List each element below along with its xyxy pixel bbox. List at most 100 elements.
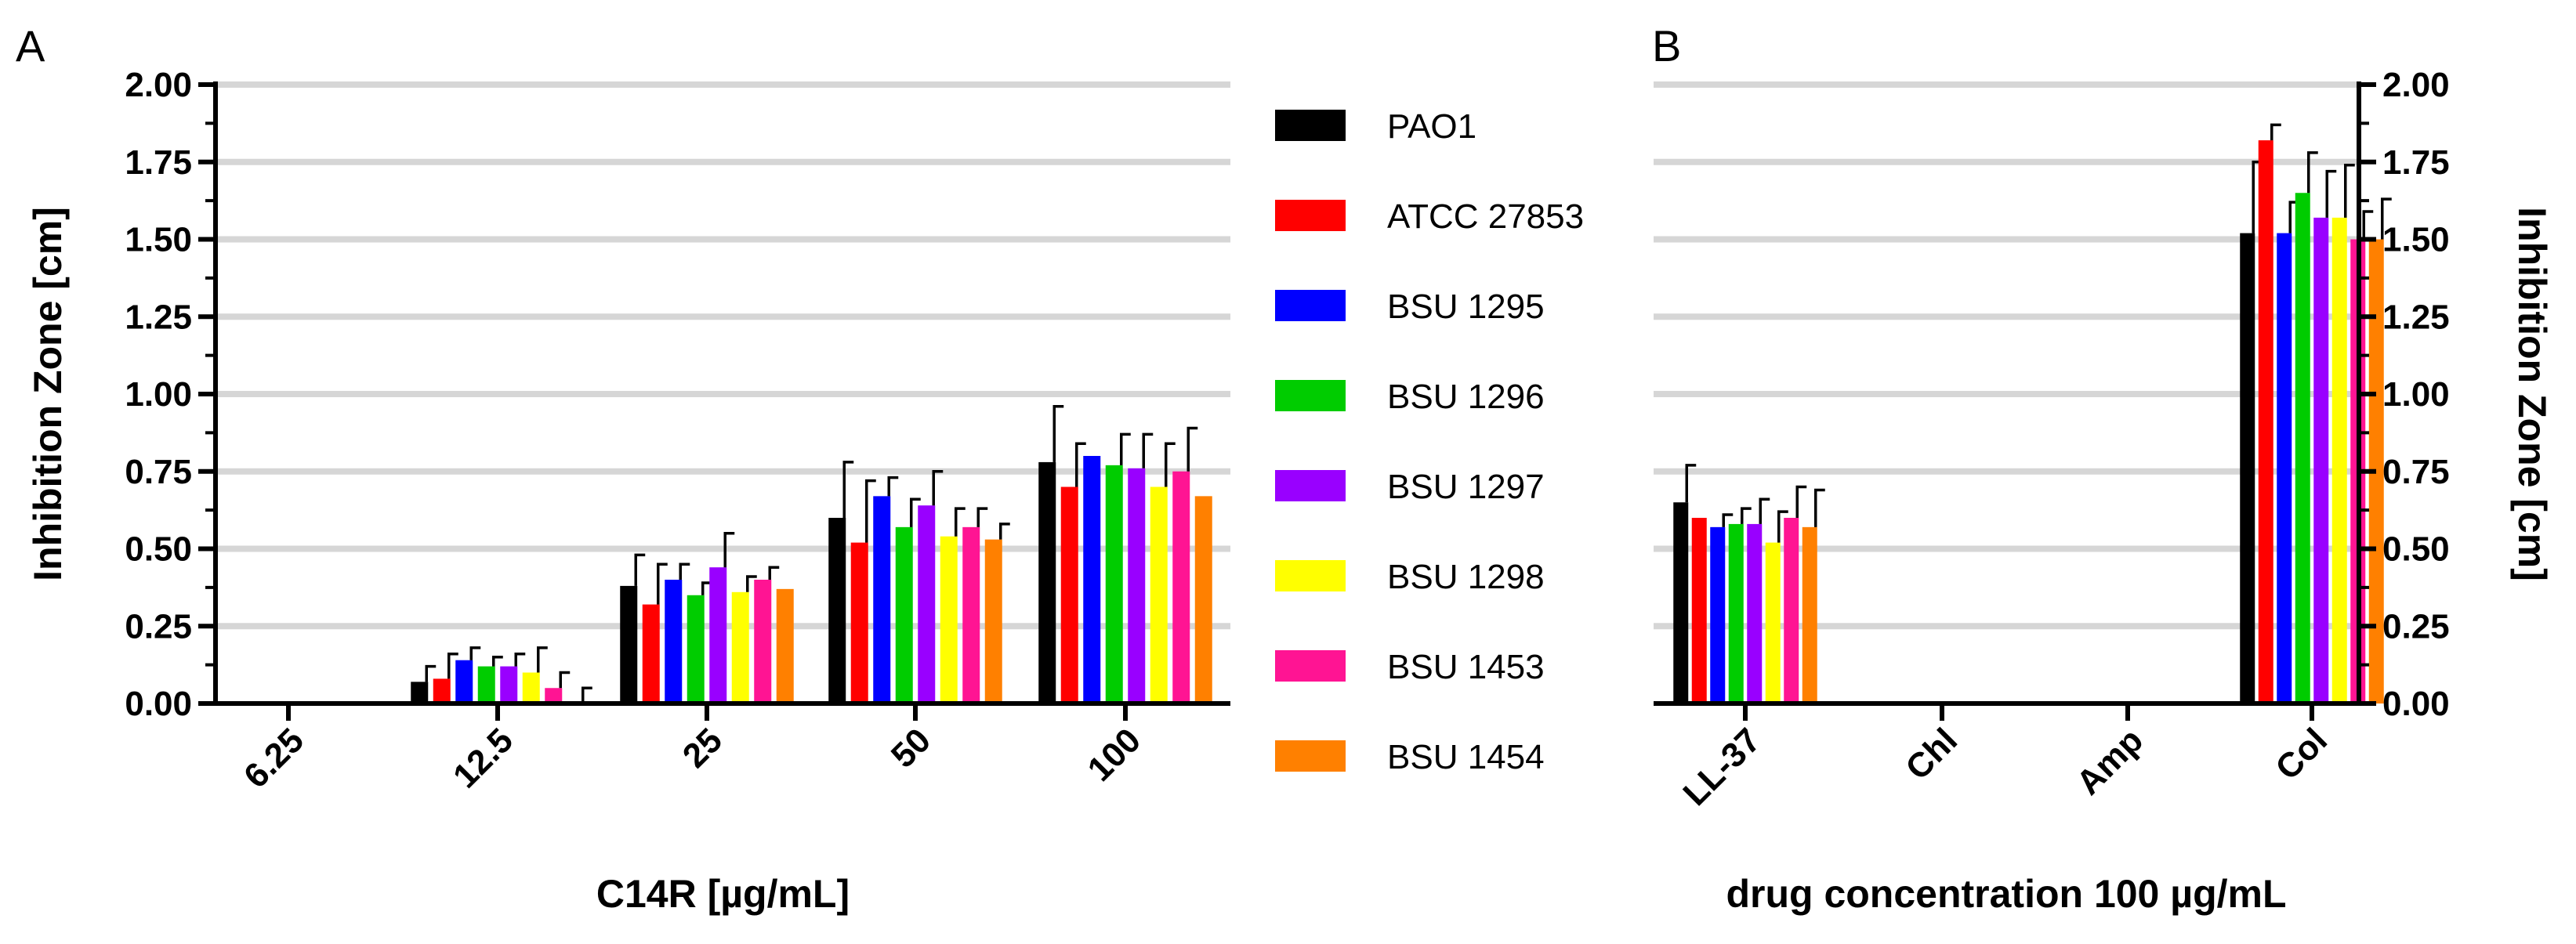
bar-bsu-1297-25 bbox=[709, 567, 727, 703]
error-bar-bsu-1298-25 bbox=[746, 575, 757, 592]
y-tick-label-0-00: 0.00 bbox=[125, 685, 192, 723]
legend-swatch-pao1 bbox=[1275, 110, 1346, 141]
error-bar-bsu-1297-ll-37 bbox=[1759, 497, 1770, 524]
error-bar-bsu-1454-50 bbox=[999, 523, 1010, 540]
y-tick-label-0-50: 0.50 bbox=[125, 530, 192, 569]
panel-a-chart: 0.00 0.25 0.50 0.75 1.00 1.25 1.50 1.75 2.00 6.25… bbox=[26, 66, 1230, 916]
error-bar-atcc-27853-12-5 bbox=[447, 653, 458, 679]
bar-bsu-1296-ll-37 bbox=[1728, 523, 1744, 703]
bar-bsu-1295-12-5 bbox=[455, 660, 473, 703]
error-bar-bsu-1454-col bbox=[2381, 197, 2392, 240]
bar-bsu-1296-col bbox=[2295, 193, 2310, 703]
y-tick-label-1-50: 1.50 bbox=[125, 221, 192, 259]
bar-bsu-1295-col bbox=[2277, 233, 2292, 704]
error-bar-bsu-1453-100 bbox=[1187, 426, 1198, 472]
x-tick-label-25: 25 bbox=[676, 721, 730, 775]
panel-letter-b: B bbox=[1652, 21, 1681, 71]
bar-bsu-1295-100 bbox=[1083, 456, 1101, 703]
error-bar-atcc-27853-50 bbox=[865, 479, 876, 543]
y-tick-label-1-75: 1.75 bbox=[2382, 143, 2450, 182]
legend-label-bsu-1453: BSU 1453 bbox=[1387, 648, 1545, 686]
y-tick-label-0-25: 0.25 bbox=[2382, 607, 2450, 646]
error-bar-bsu-1453-25 bbox=[768, 566, 780, 580]
legend-swatch-bsu-1296 bbox=[1275, 380, 1346, 411]
legend-swatch-bsu-1298 bbox=[1275, 560, 1346, 591]
legend-label-bsu-1298: BSU 1298 bbox=[1387, 558, 1545, 596]
x-tick-label-50: 50 bbox=[884, 721, 938, 775]
x-axis-title: drug concentration 100 µg/mL bbox=[1726, 872, 2286, 916]
bar-pao1-100 bbox=[1038, 461, 1056, 703]
bar-bsu-1297-50 bbox=[918, 505, 936, 703]
bar-bsu-1297-col bbox=[2313, 217, 2329, 704]
legend-label-bsu-1295: BSU 1295 bbox=[1387, 288, 1545, 326]
y-tick-label-1-25: 1.25 bbox=[125, 298, 192, 336]
bar-atcc-27853-12-5 bbox=[433, 678, 451, 703]
error-bar-bsu-1298-50 bbox=[955, 507, 966, 537]
y-tick-label-1-50: 1.50 bbox=[2382, 221, 2450, 259]
y-tick-label-1-00: 1.00 bbox=[2382, 375, 2450, 414]
error-bar-bsu-1297-100 bbox=[1142, 432, 1154, 468]
error-bar-bsu-1297-12-5 bbox=[514, 653, 526, 667]
y-tick-label-1-75: 1.75 bbox=[125, 143, 192, 182]
legend-swatch-bsu-1295 bbox=[1275, 290, 1346, 321]
error-bar-bsu-1298-12-5 bbox=[537, 646, 548, 673]
y-tick-label-2-00: 2.00 bbox=[125, 66, 192, 104]
legend: PAO1 ATCC 27853 BSU 1295 BSU 1296 BSU 1297 BS… bbox=[1275, 107, 1584, 776]
error-bar-pao1-100 bbox=[1053, 405, 1064, 462]
bar-bsu-1453-25 bbox=[754, 580, 772, 703]
error-bar-bsu-1454-12-5 bbox=[582, 686, 592, 703]
legend-swatch-bsu-1454 bbox=[1275, 740, 1346, 772]
bar-bsu-1298-100 bbox=[1150, 486, 1168, 703]
x-tick-label-6-25: 6.25 bbox=[237, 721, 311, 795]
error-bar-bsu-1295-50 bbox=[887, 476, 899, 497]
bar-bsu-1297-ll-37 bbox=[1747, 523, 1763, 703]
error-bar-pao1-ll-37 bbox=[1685, 464, 1697, 503]
error-bar-bsu-1453-col bbox=[2362, 210, 2374, 240]
bar-bsu-1453-100 bbox=[1172, 471, 1190, 703]
error-bar-atcc-27853-col bbox=[2270, 123, 2281, 141]
y-tick-label-0-00: 0.00 bbox=[2382, 685, 2450, 723]
error-bar-pao1-12-5 bbox=[425, 664, 437, 682]
y-tick-label-0-75: 0.75 bbox=[125, 453, 192, 491]
error-bar-bsu-1297-25 bbox=[723, 532, 735, 568]
bar-bsu-1295-25 bbox=[665, 580, 683, 703]
legend-label-bsu-1296: BSU 1296 bbox=[1387, 378, 1545, 416]
bar-bsu-1295-ll-37 bbox=[1710, 526, 1726, 703]
bar-pao1-12-5 bbox=[411, 682, 429, 703]
bar-pao1-ll-37 bbox=[1673, 502, 1689, 703]
panel-b-chart: 0.00 0.25 0.50 0.75 1.00 1.25 1.50 1.75 2.00 LL-3… bbox=[1654, 66, 2554, 916]
error-bar-bsu-1454-ll-37 bbox=[1814, 488, 1825, 527]
x-tick-label-100: 100 bbox=[1081, 721, 1149, 789]
bar-atcc-27853-50 bbox=[850, 542, 868, 703]
error-bar-bsu-1298-col bbox=[2344, 163, 2355, 218]
bar-bsu-1298-ll-37 bbox=[1765, 542, 1781, 703]
error-bar-bsu-1298-100 bbox=[1165, 442, 1176, 487]
bar-atcc-27853-ll-37 bbox=[1691, 518, 1707, 703]
error-bar-bsu-1296-50 bbox=[910, 497, 921, 527]
error-bar-bsu-1296-ll-37 bbox=[1741, 507, 1752, 524]
bar-bsu-1453-12-5 bbox=[545, 688, 563, 703]
x-tick-label-ll-37: LL-37 bbox=[1676, 721, 1768, 813]
legend-label-bsu-1297: BSU 1297 bbox=[1387, 468, 1545, 506]
y-axis-title: Inhibition Zone [cm] bbox=[26, 207, 70, 581]
error-bar-atcc-27853-25 bbox=[657, 562, 668, 605]
error-bar-bsu-1296-100 bbox=[1120, 432, 1131, 465]
y-tick-label-1-00: 1.00 bbox=[125, 375, 192, 414]
bar-bsu-1296-100 bbox=[1105, 465, 1123, 703]
bar-bsu-1454-col bbox=[2368, 239, 2384, 703]
x-tick-label-12-5: 12.5 bbox=[446, 721, 520, 795]
error-bar-bsu-1453-ll-37 bbox=[1795, 485, 1807, 518]
x-tick-label-chl: Chl bbox=[1898, 721, 1965, 787]
bar-atcc-27853-col bbox=[2258, 140, 2273, 704]
error-bar-pao1-25 bbox=[634, 553, 646, 586]
error-bar-bsu-1298-ll-37 bbox=[1777, 510, 1788, 543]
error-bar-bsu-1295-12-5 bbox=[469, 646, 481, 660]
y-tick-label-2-00: 2.00 bbox=[2382, 66, 2450, 104]
bar-bsu-1298-25 bbox=[731, 591, 749, 703]
y-tick-label-0-75: 0.75 bbox=[2382, 453, 2450, 491]
bar-pao1-25 bbox=[620, 585, 638, 703]
x-tick-label-col: Col bbox=[2268, 721, 2335, 787]
x-tick-label-amp: Amp bbox=[2069, 721, 2150, 802]
legend-label-bsu-1454: BSU 1454 bbox=[1387, 738, 1545, 776]
bar-bsu-1297-12-5 bbox=[500, 666, 518, 703]
